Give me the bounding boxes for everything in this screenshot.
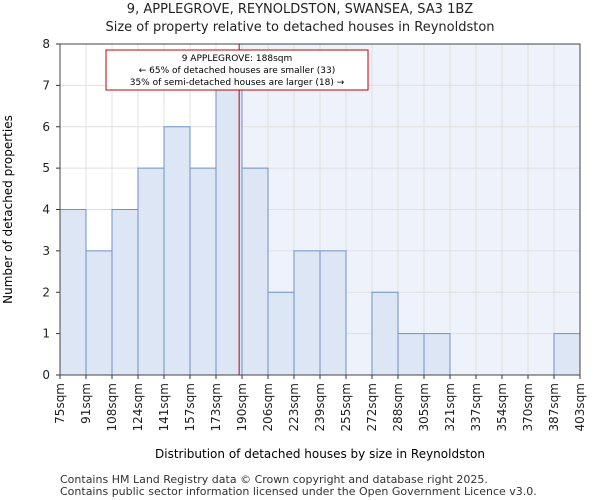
- bar-288sqm: [397, 333, 425, 376]
- annotation-box: 9 APPLEGROVE: 188sqm ← 65% of detached h…: [105, 49, 369, 91]
- x-tick-label: 337sqm: [469, 383, 483, 431]
- bar-91sqm: [85, 250, 113, 376]
- bar-173sqm: [215, 84, 243, 376]
- bar-387sqm: [553, 333, 581, 376]
- x-tick-label: 190sqm: [235, 383, 249, 431]
- bar-108sqm: [111, 209, 139, 376]
- x-tick-label: 354sqm: [495, 383, 509, 431]
- chart-subtitle: Size of property relative to detached ho…: [105, 20, 495, 35]
- footer-licence: Contains public sector information licen…: [60, 485, 537, 498]
- x-tick-label: 108sqm: [105, 383, 119, 431]
- annotation-line-2: ← 65% of detached houses are smaller (33…: [139, 66, 336, 76]
- y-tick-label: 4: [42, 203, 50, 217]
- x-tick-label: 75sqm: [53, 383, 67, 424]
- footer-copyright: Contains HM Land Registry data © Crown c…: [60, 473, 488, 486]
- y-tick-label: 0: [42, 368, 50, 382]
- x-tick-label: 403sqm: [573, 383, 587, 431]
- x-tick-label: 141sqm: [157, 383, 171, 431]
- y-axis-label: Number of detached properties: [1, 115, 15, 304]
- x-tick-label: 173sqm: [209, 383, 223, 431]
- plot-frame: [59, 43, 581, 376]
- chart-title: 9, APPLEGROVE, REYNOLDSTON, SWANSEA, SA3…: [126, 2, 474, 17]
- bar-124sqm: [137, 167, 165, 376]
- y-tick-label: 7: [42, 78, 50, 92]
- y-tick-label: 1: [42, 327, 50, 341]
- bar-239sqm: [319, 250, 347, 376]
- bar-223sqm: [293, 250, 321, 376]
- x-tick-label: 255sqm: [339, 383, 353, 431]
- y-tick-label: 6: [42, 120, 50, 134]
- bar-141sqm: [163, 126, 191, 376]
- x-tick-label: 124sqm: [131, 383, 145, 431]
- x-tick-label: 239sqm: [313, 383, 327, 431]
- x-tick-label: 272sqm: [365, 383, 379, 431]
- annotation-line-3: 35% of semi-detached houses are larger (…: [130, 78, 345, 88]
- x-tick-label: 370sqm: [521, 383, 535, 431]
- x-tick-label: 223sqm: [287, 383, 301, 431]
- bar-206sqm: [267, 291, 295, 376]
- x-axis-label: Distribution of detached houses by size …: [155, 447, 485, 461]
- x-tick-label: 91sqm: [79, 383, 93, 424]
- x-tick-label: 206sqm: [261, 383, 275, 431]
- bar-190sqm: [241, 167, 269, 376]
- x-tick-label: 387sqm: [547, 383, 561, 431]
- annotation-line-1: 9 APPLEGROVE: 188sqm: [182, 54, 293, 64]
- y-tick-label: 2: [42, 285, 50, 299]
- bar-305sqm: [423, 333, 451, 376]
- y-tick-label: 5: [42, 161, 50, 175]
- bar-272sqm: [371, 291, 399, 376]
- bar-157sqm: [189, 167, 217, 376]
- x-tick-label: 321sqm: [443, 383, 457, 431]
- x-tick-label: 157sqm: [183, 383, 197, 431]
- bar-75sqm: [59, 209, 87, 376]
- y-tick-label: 3: [42, 244, 50, 258]
- y-tick-label: 8: [42, 37, 50, 51]
- x-tick-label: 305sqm: [417, 383, 431, 431]
- x-tick-label: 288sqm: [391, 383, 405, 431]
